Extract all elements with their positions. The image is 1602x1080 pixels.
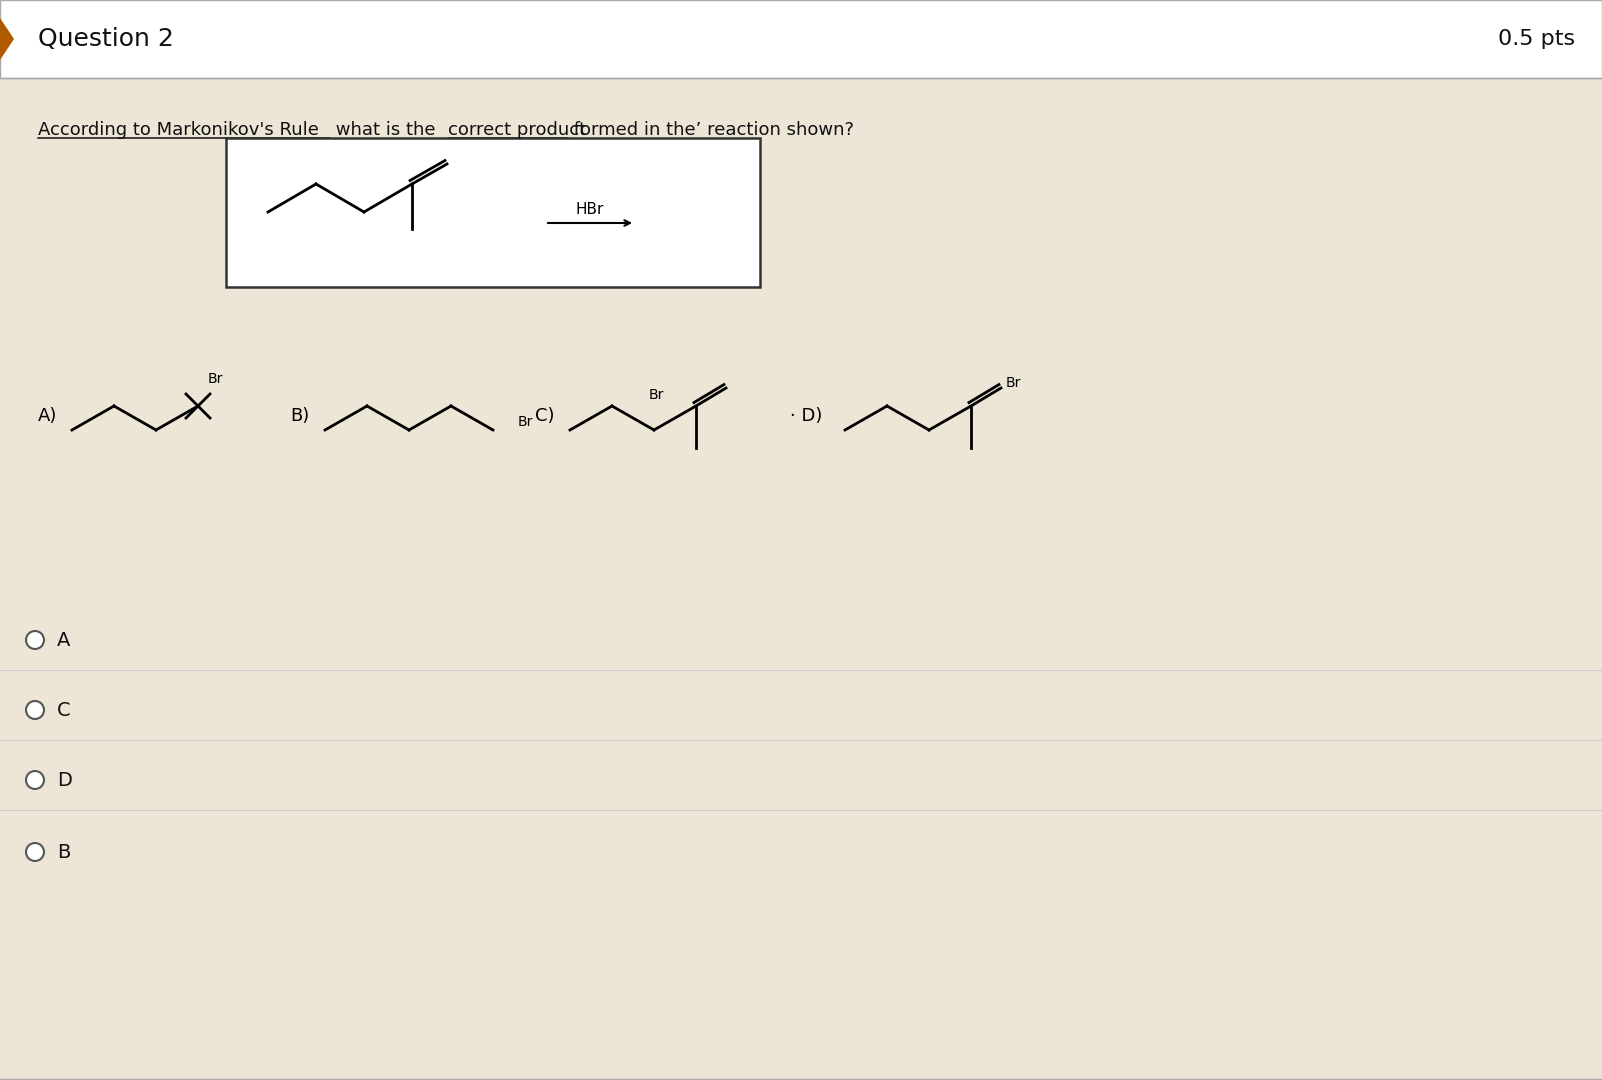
Text: Br: Br: [208, 372, 223, 386]
Text: formed in the’ reaction shown?: formed in the’ reaction shown?: [569, 121, 854, 139]
Text: C: C: [58, 701, 70, 719]
Text: A): A): [38, 407, 58, 426]
Text: D: D: [58, 770, 72, 789]
Text: HBr: HBr: [575, 203, 604, 217]
Text: correct product: correct product: [449, 121, 586, 139]
Circle shape: [26, 843, 43, 861]
FancyBboxPatch shape: [226, 138, 759, 287]
Text: According to Markonikov's Rule: According to Markonikov's Rule: [38, 121, 319, 139]
Text: Question 2: Question 2: [38, 27, 175, 51]
Text: Br: Br: [1006, 376, 1022, 390]
Text: · D): · D): [790, 407, 822, 426]
Text: A: A: [58, 631, 70, 649]
Circle shape: [26, 631, 43, 649]
Text: C): C): [535, 407, 554, 426]
Text: Br: Br: [517, 415, 533, 429]
Circle shape: [26, 701, 43, 719]
FancyBboxPatch shape: [0, 0, 1602, 78]
Text: B: B: [58, 842, 70, 862]
Text: Br: Br: [649, 388, 663, 402]
Text: what is the: what is the: [330, 121, 441, 139]
Circle shape: [26, 771, 43, 789]
Text: 0.5 pts: 0.5 pts: [1498, 29, 1575, 49]
Polygon shape: [0, 18, 14, 60]
Text: B): B): [290, 407, 309, 426]
